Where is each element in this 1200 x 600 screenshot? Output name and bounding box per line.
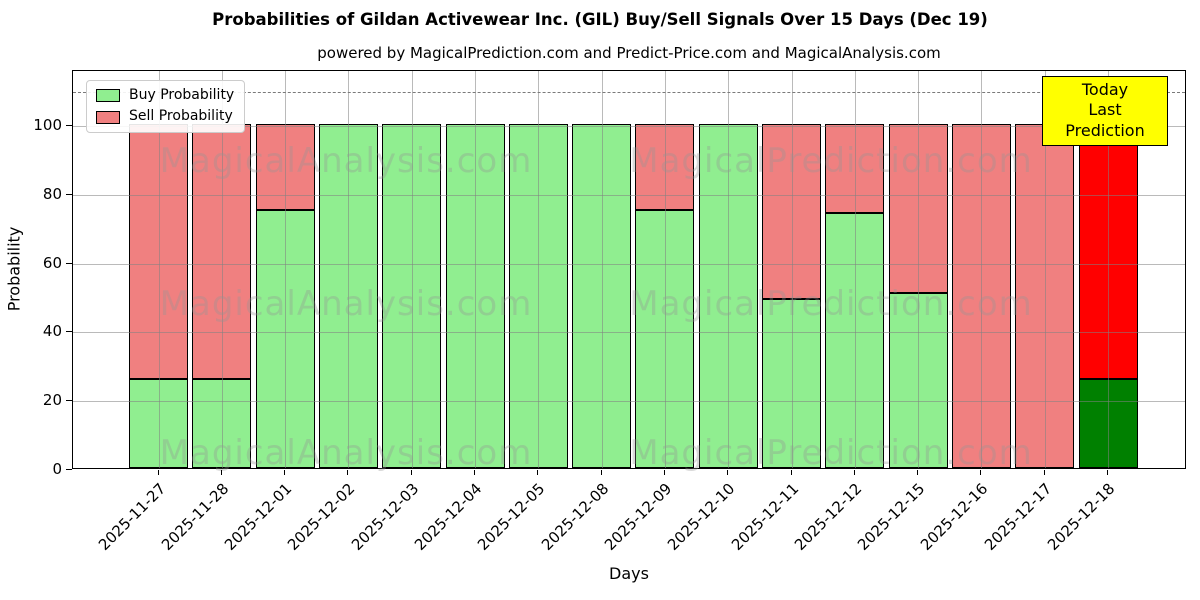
grid-line-h [73,263,1185,265]
watermark-layer: MagicalAnalysis.com MagicalPrediction.com… [73,71,1185,473]
grid-line-h [73,126,1185,127]
y-tick-label: 100 [33,116,62,134]
y-tick-mark [66,262,72,264]
chart-subtitle: powered by MagicalPrediction.com and Pre… [317,44,941,62]
grid-layer [73,71,1185,468]
x-tick-mark [284,470,286,475]
y-tick-mark [66,469,72,470]
y-tick-mark [66,331,72,333]
x-tick-mark [1107,470,1108,475]
grid-line-v [538,71,540,468]
legend-item-buy: Buy Probability [96,87,235,103]
watermark-text: MagicalPrediction.com [629,433,1033,473]
grid-line-v [664,71,666,468]
watermark-text: MagicalPrediction.com [629,284,1033,324]
y-tick-mark [66,193,72,195]
y-tick-label: 80 [42,184,62,203]
grid-line-h [73,332,1185,334]
y-tick-mark [66,125,72,126]
x-tick-mark [917,470,919,475]
grid-line-v [158,71,160,468]
grid-line-v [411,71,413,468]
x-tick-mark [600,470,602,475]
grid-line-h [73,401,1185,403]
grid-line-v [601,71,603,468]
today-annotation-line1: Today [1081,80,1129,99]
watermark-text: MagicalAnalysis.com [159,284,533,324]
y-tick-mark [66,400,72,402]
x-tick-mark [853,470,855,475]
watermark-text: MagicalAnalysis.com [159,433,533,473]
grid-line-v [981,71,983,468]
watermark-text: MagicalAnalysis.com [159,141,533,181]
x-tick-mark [727,470,729,475]
legend-item-sell: Sell Probability [96,108,234,125]
legend-label-buy: Buy Probability [129,87,235,103]
grid-line-v [728,71,730,468]
today-annotation: Today Last Prediction [1042,76,1168,147]
grid-line-v [1108,71,1109,468]
grid-line-v [475,71,476,468]
x-tick-mark [410,470,412,475]
legend: Buy Probability Sell Probability [86,80,246,133]
grid-line-v [791,71,793,468]
grid-line-v [1044,71,1046,468]
x-tick-mark [474,470,475,475]
x-tick-mark [1043,470,1045,475]
grid-line-v [348,71,350,468]
y-tick-label: 40 [42,322,62,341]
y-tick-label: 60 [42,253,62,272]
dashed-threshold-line [73,91,1185,93]
y-tick-label: 0 [52,460,62,478]
x-tick-mark [537,470,539,475]
x-tick-mark [663,470,665,475]
buy-swatch-icon [96,89,120,103]
grid-line-v [918,71,920,468]
x-tick-mark [790,470,792,475]
x-tick-mark [157,470,159,475]
grid-line-v [221,71,223,468]
x-tick-mark [347,470,349,475]
grid-line-v [854,71,856,468]
grid-line-h [73,194,1185,196]
today-annotation-line2: Last Prediction [1065,100,1145,140]
grid-line-v [285,71,287,468]
plot-area: MagicalAnalysis.com MagicalPrediction.com… [72,70,1186,473]
x-axis-label: Days [609,564,649,583]
x-tick-mark [980,470,982,475]
legend-label-sell: Sell Probability [129,108,233,125]
x-tick-mark [220,470,222,475]
sell-swatch-icon [96,110,120,124]
watermark-text: MagicalPrediction.com [629,141,1033,181]
chart-title: Probabilities of Gildan Activewear Inc. … [212,10,988,29]
y-tick-label: 20 [42,391,62,410]
